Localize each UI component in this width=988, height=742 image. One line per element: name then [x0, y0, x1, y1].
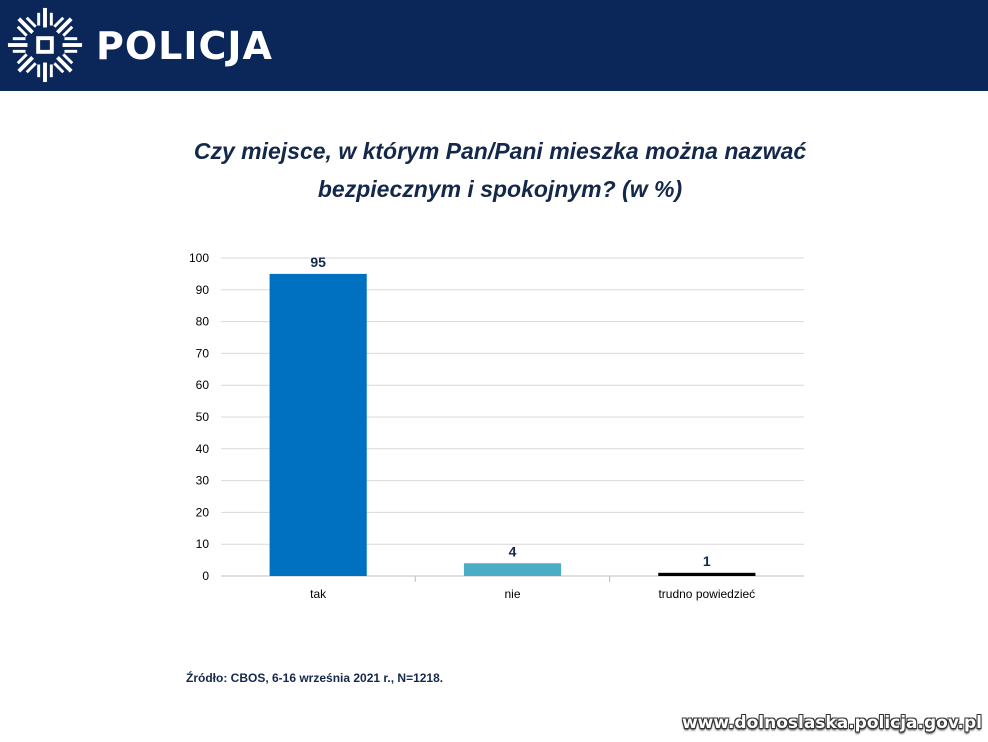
y-tick-label: 90 [196, 283, 210, 297]
y-tick-label: 70 [196, 346, 210, 360]
y-tick-label: 60 [196, 378, 210, 392]
bar-chart: 0 10 20 30 40 50 60 70 80 90 100 95 tak 4 nie 1 trudno p… [189, 251, 804, 601]
data-label: 4 [509, 543, 517, 559]
police-star-icon [7, 7, 83, 83]
y-tick-label: 50 [196, 410, 210, 424]
y-tick-label: 80 [196, 315, 210, 329]
brand-name: POLICJA [96, 24, 273, 68]
source-note: Źródło: CBOS, 6-16 września 2021 r., N=1… [186, 671, 444, 685]
chart-title: Czy miejsce, w którym Pan/Pani mieszka m… [100, 132, 900, 208]
chart-title-line-1: Czy miejsce, w którym Pan/Pani mieszka m… [193, 138, 807, 164]
y-tick-label: 0 [202, 569, 209, 583]
header-bar: POLICJA [0, 0, 988, 91]
y-tick-label: 100 [189, 251, 209, 265]
website-watermark: www.dolnoslaska.policja.gov.pl [681, 713, 982, 733]
bar [269, 273, 367, 576]
chart-title-line-2: bezpiecznym i spokojnym? (w %) [317, 176, 683, 202]
y-tick-label: 20 [196, 505, 210, 519]
bar [463, 563, 562, 576]
data-label: 95 [310, 254, 326, 270]
bar [658, 572, 756, 576]
x-tick-label: tak [310, 587, 327, 601]
y-tick-label: 10 [196, 537, 210, 551]
x-tick-label: nie [504, 587, 520, 601]
data-label: 1 [703, 553, 711, 569]
x-tick-label: trudno powiedzieć [658, 587, 755, 601]
y-tick-label: 30 [196, 474, 210, 488]
y-tick-label: 40 [196, 442, 210, 456]
